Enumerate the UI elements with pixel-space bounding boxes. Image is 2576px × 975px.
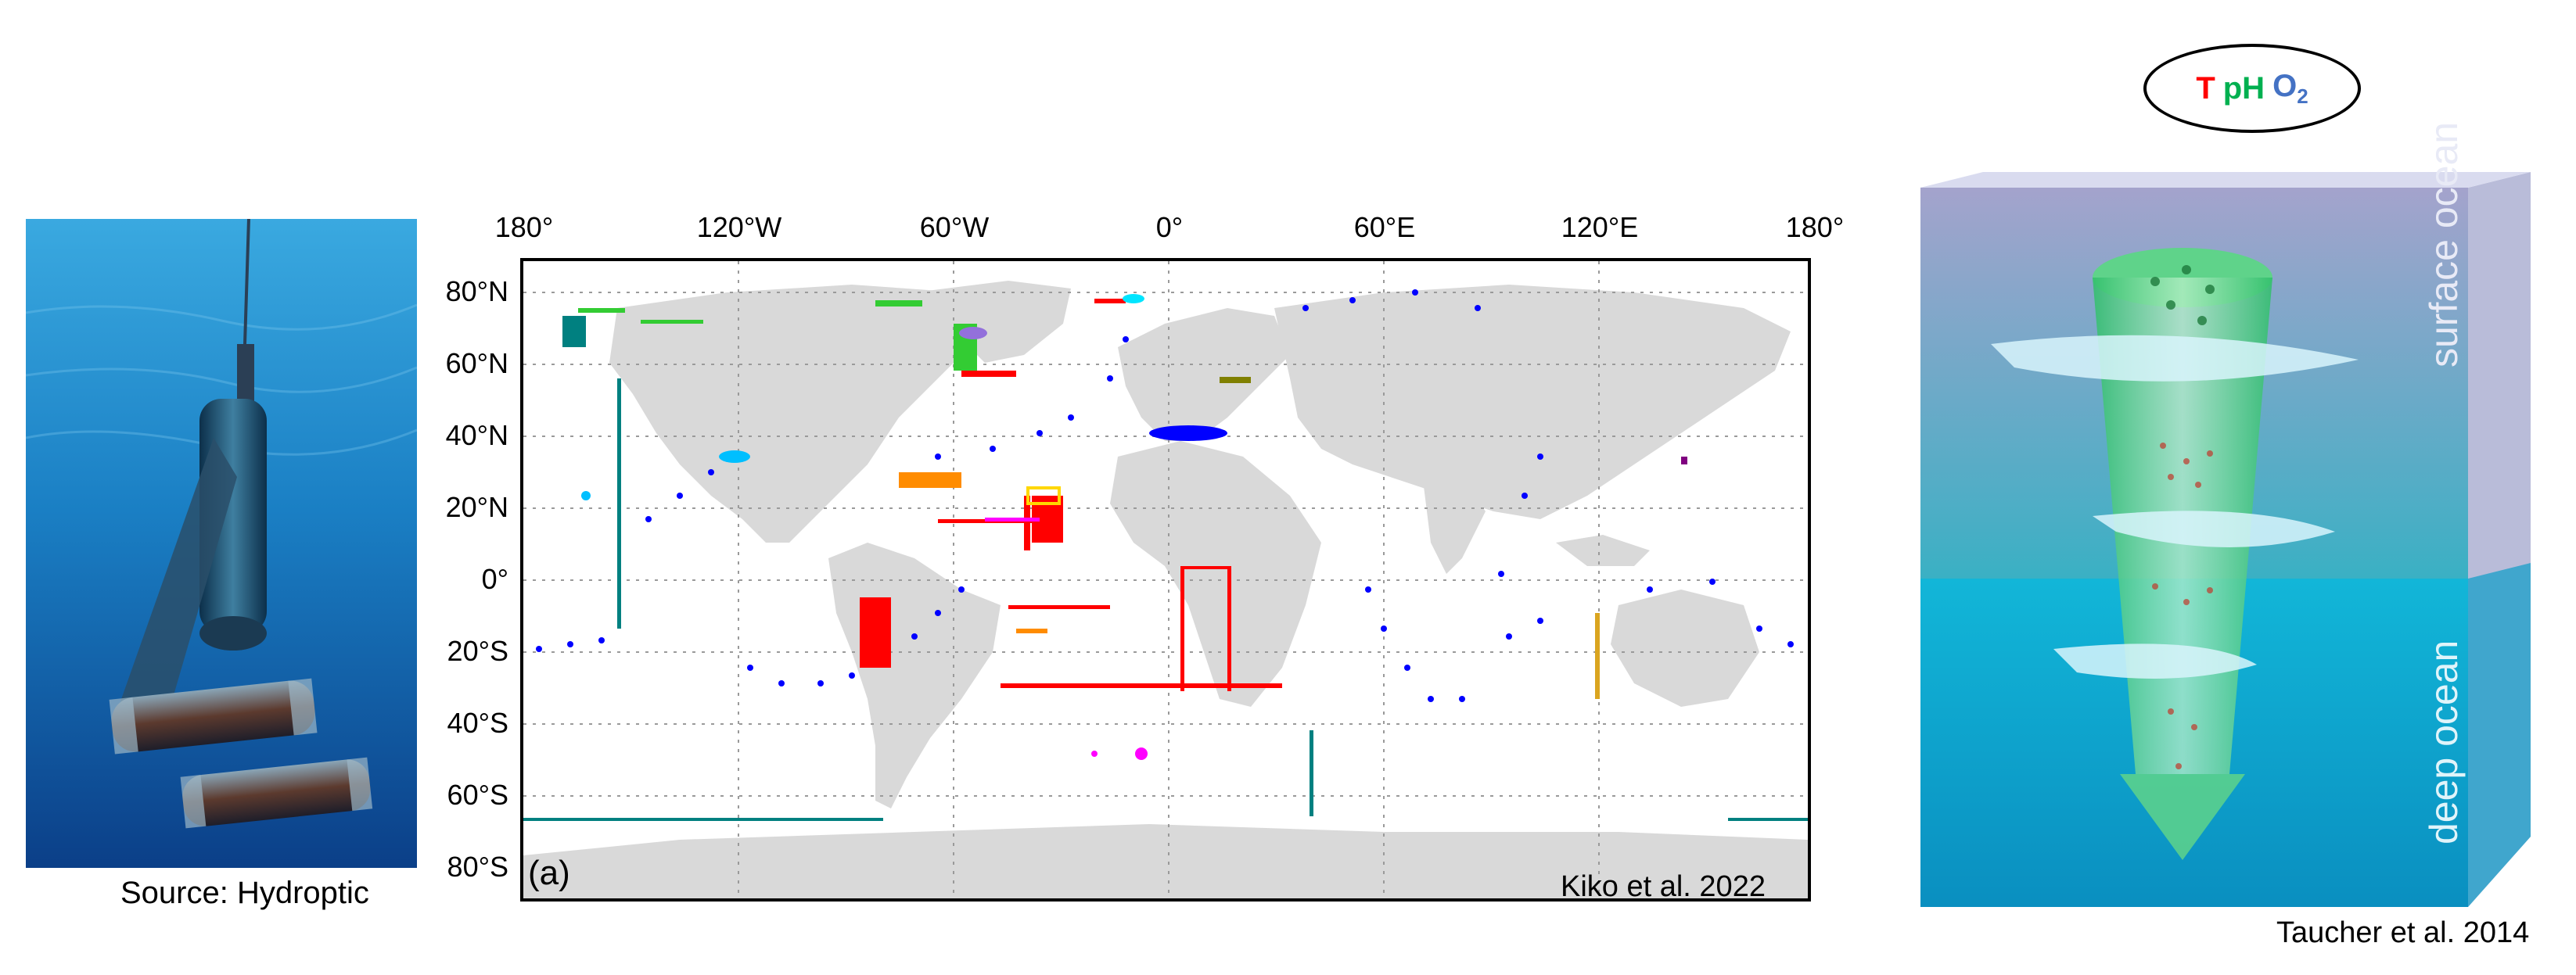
map-panel-label: (a) bbox=[528, 854, 570, 892]
parameters-oval: T pH O2 bbox=[2143, 44, 2361, 133]
map-credit: Kiko et al. 2022 bbox=[1561, 870, 1766, 903]
lat-tick-label: 40°S bbox=[447, 707, 508, 739]
lon-tick-label: 120°E bbox=[1561, 211, 1639, 243]
lon-tick-label: 60°W bbox=[919, 211, 990, 243]
ocean-cone-diagram bbox=[1920, 172, 2531, 907]
lon-tick-label: 60°E bbox=[1353, 211, 1416, 243]
lat-tick-label: 80°S bbox=[447, 851, 508, 883]
ocean-column-diagram: surface ocean deep ocean bbox=[1920, 122, 2531, 915]
land-masses bbox=[523, 281, 1808, 898]
diagram-credit: Taucher et al. 2014 bbox=[2276, 916, 2530, 949]
world-map bbox=[520, 258, 1811, 902]
lat-tick-label: 80°N bbox=[445, 275, 508, 307]
lat-tick-label: 60°N bbox=[445, 347, 508, 379]
lat-tick-label: 20°S bbox=[447, 635, 508, 667]
lat-tick-label: 20°N bbox=[445, 491, 508, 523]
world-map-canvas bbox=[523, 261, 1808, 898]
lat-tick-label: 40°N bbox=[445, 419, 508, 451]
lon-tick-label: 0° bbox=[1155, 211, 1184, 243]
lon-tick-label: 180° bbox=[494, 211, 554, 243]
surface-ocean-label: surface ocean bbox=[2422, 121, 2466, 367]
ph-label: pH bbox=[2222, 70, 2265, 106]
lon-tick-label: 180° bbox=[1785, 211, 1845, 243]
underwater-float-instrument-icon bbox=[26, 219, 417, 868]
temperature-label: T bbox=[2196, 70, 2215, 106]
deep-ocean-label: deep ocean bbox=[2422, 640, 2466, 844]
observation-points bbox=[523, 289, 1808, 821]
oxygen-label: O2 bbox=[2272, 68, 2308, 108]
float-photo bbox=[26, 219, 417, 868]
lat-tick-label: 60°S bbox=[447, 779, 508, 811]
lat-tick-label: 0° bbox=[481, 563, 508, 595]
lon-tick-label: 120°W bbox=[696, 211, 782, 243]
photo-caption: Source: Hydroptic bbox=[120, 876, 369, 910]
